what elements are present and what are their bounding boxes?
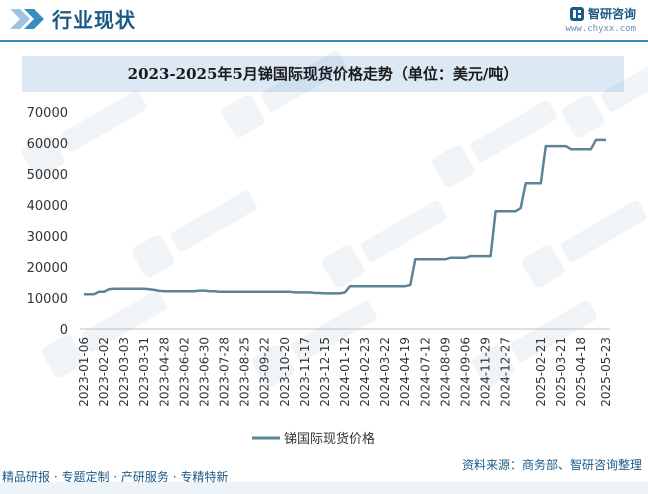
x-tick-label: 2023-06-02 <box>177 337 191 407</box>
section-title: 行业现状 <box>52 8 136 32</box>
x-tick-label: 2024-07-12 <box>418 337 432 407</box>
page-footer: 精品研报 · 专题定制 · 产研服务 · 专精特新 资料来源：商务部、智研咨询整… <box>0 456 648 494</box>
header-divider <box>0 40 648 42</box>
legend: 锑国际现货价格 <box>252 431 375 447</box>
x-tick-label: 2023-09-22 <box>258 337 272 407</box>
chart-title: 2023-2025年5月锑国际现货价格走势（单位：美元/吨） <box>22 56 624 92</box>
x-tick-label: 2023-01-06 <box>77 337 91 407</box>
x-tick-label: 2024-03-22 <box>378 337 392 407</box>
y-tick-label: 50000 <box>27 168 68 183</box>
watermark-logo-icon <box>322 200 447 288</box>
x-tick-label: 2024-04-19 <box>398 337 412 407</box>
x-tick-label: 2024-12-27 <box>499 337 513 407</box>
watermark-logo-icon <box>252 300 377 388</box>
series-line <box>84 138 606 296</box>
watermark-logo-icon <box>42 290 167 378</box>
x-tick-label: 2023-11-17 <box>298 337 312 407</box>
x-tick-label: 2023-03-31 <box>137 337 151 407</box>
y-tick-label: 30000 <box>27 230 68 245</box>
watermark-logo-icon <box>522 200 647 288</box>
x-axis: 2023-01-06 2023-02-02 2023-03-03 2023-03-31… <box>77 328 613 407</box>
watermark-layer <box>22 50 648 388</box>
x-tick-label: 2023-03-03 <box>117 337 131 407</box>
x-tick-label: 2024-02-23 <box>358 337 372 407</box>
x-tick-label: 2025-03-21 <box>554 337 568 407</box>
watermark-logo-icon <box>222 50 347 138</box>
y-tick-label: 60000 <box>27 137 68 152</box>
x-tick-label: 2023-06-30 <box>197 337 211 407</box>
x-tick-label: 2023-12-15 <box>318 337 332 407</box>
watermark-logo-icon <box>22 90 147 178</box>
chart-title-bar: 2023-2025年5月锑国际现货价格走势（单位：美元/吨） <box>22 56 624 92</box>
double-chevron-icon <box>10 9 44 29</box>
watermark-logo-icon <box>132 190 257 278</box>
x-tick-label: 2023-08-25 <box>238 337 252 407</box>
y-tick-label: 40000 <box>27 199 68 214</box>
watermark-logo-icon <box>562 50 648 138</box>
x-tick-label: 2023-02-02 <box>97 337 111 407</box>
footer-strip <box>0 482 648 494</box>
x-tick-label: 2024-09-06 <box>458 337 472 407</box>
watermark-logo-icon <box>432 100 557 188</box>
x-tick-label: 2025-02-21 <box>534 337 548 407</box>
y-axis: 0 10000 20000 30000 40000 50000 60000 70000 <box>27 106 68 338</box>
legend-label: 锑国际现货价格 <box>284 431 375 447</box>
y-tick-label: 0 <box>60 323 68 338</box>
y-tick-label: 10000 <box>27 292 68 307</box>
page-header: 行业现状 智研咨询 www.chyxx.com <box>0 0 648 42</box>
x-tick-label: 2025-04-18 <box>574 337 588 407</box>
brand-block: 智研咨询 www.chyxx.com <box>566 5 636 34</box>
x-tick-label: 2024-11-29 <box>479 337 493 407</box>
series-layer <box>84 138 606 296</box>
watermark-logo-icon <box>472 300 597 388</box>
x-tick-label: 2023-07-28 <box>218 337 232 407</box>
brand-logo-icon <box>569 6 584 21</box>
y-tick-label: 70000 <box>27 106 68 121</box>
footer-tagline: 精品研报 · 专题定制 · 产研服务 · 专精特新 <box>2 470 229 484</box>
x-tick-label: 2024-08-09 <box>438 337 452 407</box>
brand-url: www.chyxx.com <box>565 24 636 34</box>
y-tick-label: 20000 <box>27 261 68 276</box>
x-tick-label: 2024-01-12 <box>338 337 352 407</box>
brand-name: 智研咨询 <box>587 7 636 21</box>
source-note: 资料来源：商务部、智研咨询整理 <box>461 458 642 472</box>
x-tick-label: 2023-10-20 <box>278 337 292 407</box>
x-tick-label: 2023-04-28 <box>157 337 171 407</box>
x-tick-label: 2025-05-23 <box>599 337 613 407</box>
